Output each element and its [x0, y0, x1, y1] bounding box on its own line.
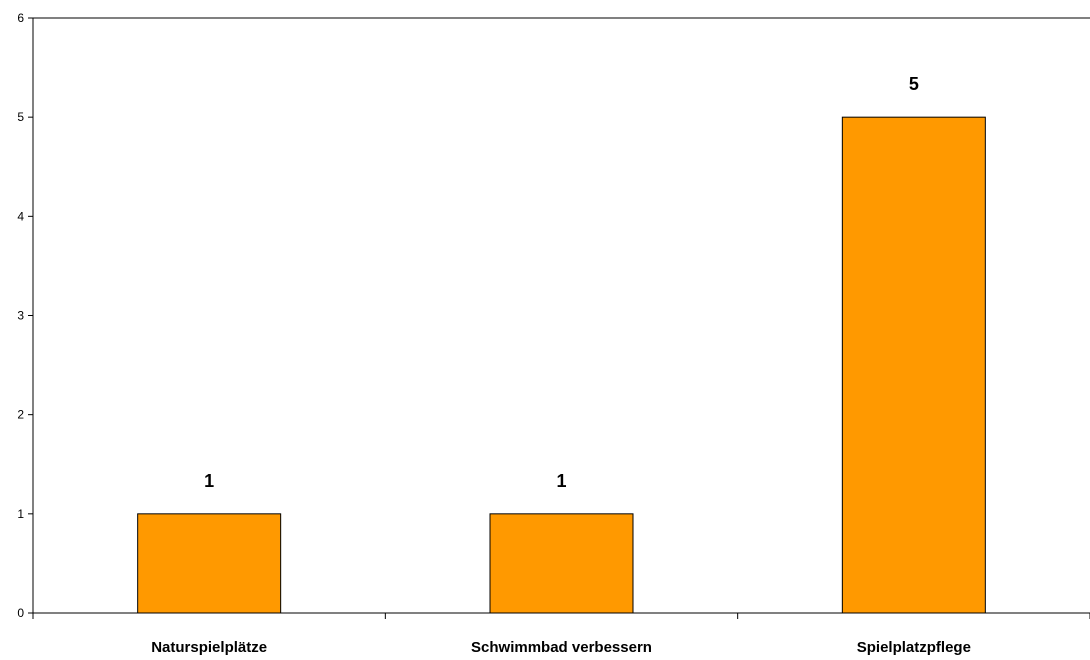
y-tick-label: 6 [17, 11, 24, 25]
bar [489, 513, 634, 614]
bar-value-label: 1 [204, 471, 214, 491]
y-axis: 0 1 2 3 4 5 6 [17, 11, 1090, 620]
x-category-label: Spielplatzpflege [857, 639, 971, 656]
bar-value-label: 5 [909, 74, 919, 94]
bar-value-label: 1 [556, 471, 566, 491]
y-tick-label: 2 [17, 408, 24, 422]
x-category-label: Naturspielplätze [151, 639, 267, 656]
y-tick-label: 1 [17, 507, 24, 521]
y-tick-label: 3 [17, 309, 24, 323]
bars [137, 116, 986, 614]
bar [137, 513, 282, 614]
y-tick-label: 0 [17, 606, 24, 620]
bar [841, 116, 986, 614]
x-axis: Naturspielplätze Schwimmbad verbessern Spi… [32, 612, 1090, 656]
data-labels: 1 1 5 [204, 74, 919, 491]
y-tick-label: 5 [17, 110, 24, 124]
y-tick-label: 4 [17, 209, 24, 223]
x-category-label: Schwimmbad verbessern [471, 639, 652, 656]
